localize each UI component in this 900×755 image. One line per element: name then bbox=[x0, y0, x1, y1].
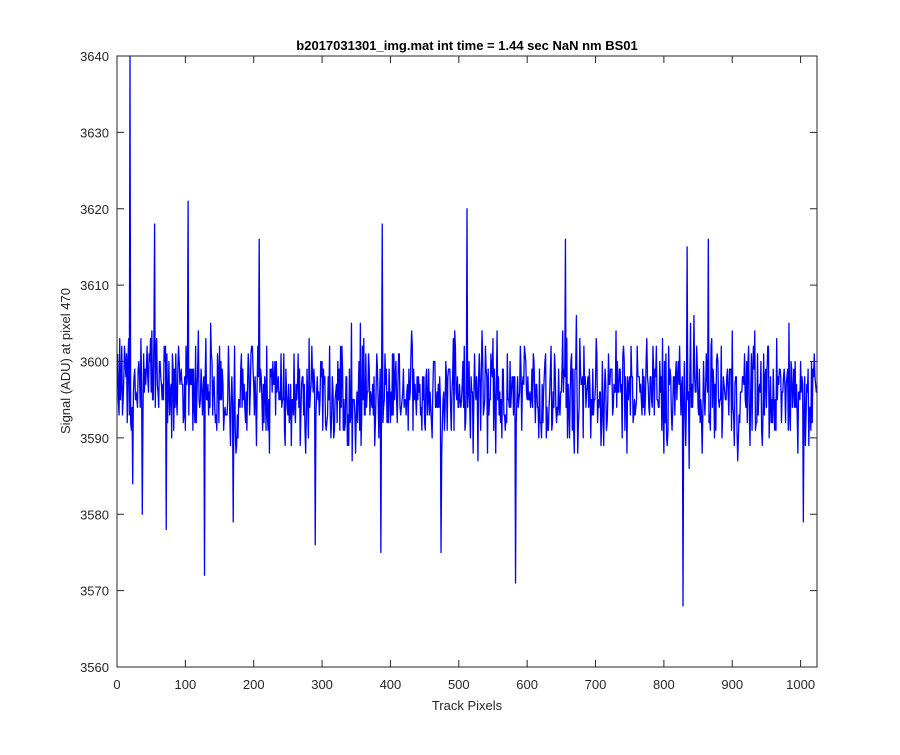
data-layer bbox=[117, 55, 817, 607]
x-tick-label: 500 bbox=[448, 677, 470, 692]
x-tick-label: 400 bbox=[380, 677, 402, 692]
x-tick-label: 100 bbox=[175, 677, 197, 692]
x-tick-label: 1000 bbox=[786, 677, 815, 692]
series-line bbox=[117, 55, 817, 607]
chart-title: b2017031301_img.mat int time = 1.44 sec … bbox=[296, 38, 637, 53]
x-tick-label: 600 bbox=[516, 677, 538, 692]
x-tick-label: 200 bbox=[243, 677, 265, 692]
y-tick-label: 3580 bbox=[80, 507, 109, 522]
y-tick-label: 3570 bbox=[80, 584, 109, 599]
x-tick-label: 0 bbox=[113, 677, 120, 692]
y-tick-label: 3640 bbox=[80, 49, 109, 64]
y-tick-label: 3610 bbox=[80, 278, 109, 293]
y-tick-label: 3600 bbox=[80, 355, 109, 370]
axes: 0 100 200 300 400 500 600 700 800 900 1000 3560 3570… bbox=[80, 49, 817, 692]
y-tick-label: 3560 bbox=[80, 660, 109, 675]
y-axis-label: Signal (ADU) at pixel 470 bbox=[58, 288, 73, 434]
plot-frame bbox=[116, 55, 818, 668]
x-axis-label: Track Pixels bbox=[432, 698, 503, 713]
x-tick-label: 800 bbox=[653, 677, 675, 692]
y-tick-label: 3620 bbox=[80, 202, 109, 217]
y-tick-label: 3590 bbox=[80, 431, 109, 446]
x-tick-label: 900 bbox=[721, 677, 743, 692]
x-tick-label: 300 bbox=[311, 677, 333, 692]
y-tick-label: 3630 bbox=[80, 125, 109, 140]
x-tick-label: 700 bbox=[585, 677, 607, 692]
